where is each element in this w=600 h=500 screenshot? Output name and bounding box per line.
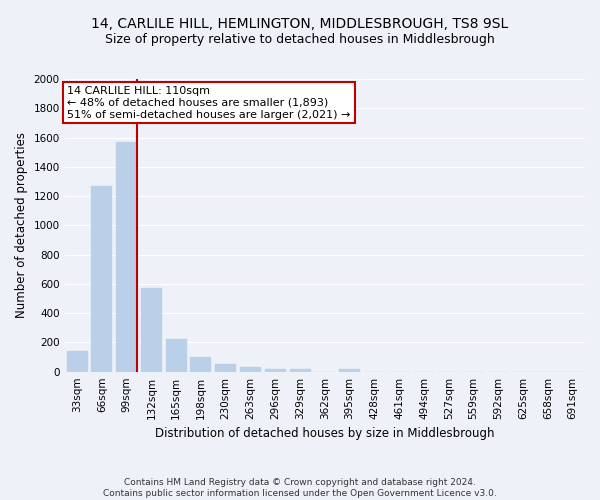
Bar: [290, 369, 311, 372]
Bar: [166, 340, 187, 372]
Text: 14, CARLILE HILL, HEMLINGTON, MIDDLESBROUGH, TS8 9SL: 14, CARLILE HILL, HEMLINGTON, MIDDLESBRO…: [91, 18, 509, 32]
Bar: [190, 357, 211, 372]
Bar: [339, 369, 360, 372]
Bar: [116, 142, 137, 372]
Y-axis label: Number of detached properties: Number of detached properties: [15, 132, 28, 318]
Text: 14 CARLILE HILL: 110sqm
← 48% of detached houses are smaller (1,893)
51% of semi: 14 CARLILE HILL: 110sqm ← 48% of detache…: [67, 86, 350, 120]
Bar: [215, 364, 236, 372]
X-axis label: Distribution of detached houses by size in Middlesbrough: Distribution of detached houses by size …: [155, 427, 494, 440]
Text: Size of property relative to detached houses in Middlesbrough: Size of property relative to detached ho…: [105, 32, 495, 46]
Bar: [240, 368, 261, 372]
Text: Contains HM Land Registry data © Crown copyright and database right 2024.
Contai: Contains HM Land Registry data © Crown c…: [103, 478, 497, 498]
Bar: [141, 288, 162, 372]
Bar: [265, 369, 286, 372]
Bar: [67, 351, 88, 372]
Bar: [91, 186, 112, 372]
